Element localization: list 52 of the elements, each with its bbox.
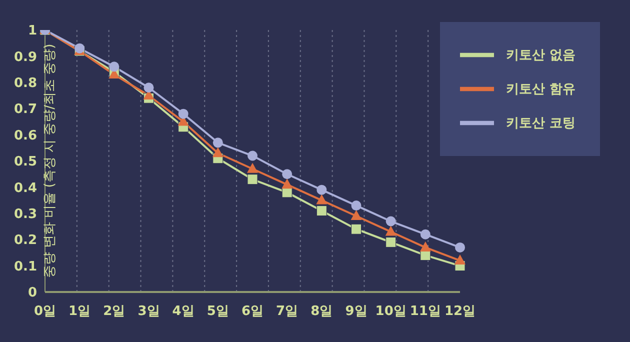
point <box>247 174 258 185</box>
legend-label: 키토산 없음 <box>506 48 576 64</box>
point <box>144 82 154 93</box>
legend-label: 키토산 코팅 <box>506 116 576 132</box>
x-tick-label: 2일 <box>103 304 126 320</box>
x-tick-label: 5일 <box>206 304 229 320</box>
x-tick-label: 0일 <box>34 304 56 320</box>
point <box>455 242 465 252</box>
y-tick-label: 0.7 <box>14 102 37 118</box>
point <box>282 169 292 180</box>
point <box>316 184 327 195</box>
y-axis-title: 중량 변화 비율 (측정 시 중량/최초 중량) <box>42 44 58 278</box>
point <box>282 178 293 189</box>
x-tick-label: 3일 <box>138 304 160 320</box>
point <box>248 150 258 161</box>
point <box>109 62 120 72</box>
point <box>350 210 362 220</box>
y-tick-label: 1 <box>28 24 37 39</box>
y-tick-label: 0.3 <box>14 207 37 222</box>
y-tick-label: 0.9 <box>14 50 37 65</box>
legend-label: 키토산 함유 <box>506 82 576 98</box>
point <box>420 241 431 252</box>
x-tick-label: 6일 <box>241 304 264 320</box>
x-tick-label: 1일 <box>68 304 91 320</box>
point <box>316 194 328 204</box>
point <box>385 226 396 236</box>
y-tick-label: 0.6 <box>14 128 37 144</box>
x-tick-label: 10일 <box>375 304 406 320</box>
point <box>178 108 188 119</box>
point <box>247 162 258 173</box>
y-tick-label: 0.5 <box>14 154 37 170</box>
point <box>351 224 362 234</box>
point <box>212 147 224 158</box>
y-tick-label: 0.2 <box>14 233 37 248</box>
point <box>386 236 396 248</box>
point <box>316 206 327 216</box>
x-tick-label: 9일 <box>345 304 368 320</box>
y-tick-label: 0 <box>28 286 37 301</box>
point <box>420 229 430 240</box>
x-tick-label: 4일 <box>172 304 194 320</box>
point <box>386 216 396 226</box>
x-tick-label: 11일 <box>410 304 441 320</box>
point <box>282 187 292 198</box>
point <box>351 200 362 211</box>
x-tick-label: 8일 <box>310 304 333 320</box>
point <box>454 254 466 265</box>
y-tick-label: 0.8 <box>14 76 37 92</box>
point <box>212 138 223 148</box>
x-tick-label: 7일 <box>276 304 298 320</box>
y-tick-label: 0.1 <box>14 259 37 274</box>
y-tick-label: 0.4 <box>14 180 37 196</box>
x-tick-label: 12일 <box>444 304 476 320</box>
